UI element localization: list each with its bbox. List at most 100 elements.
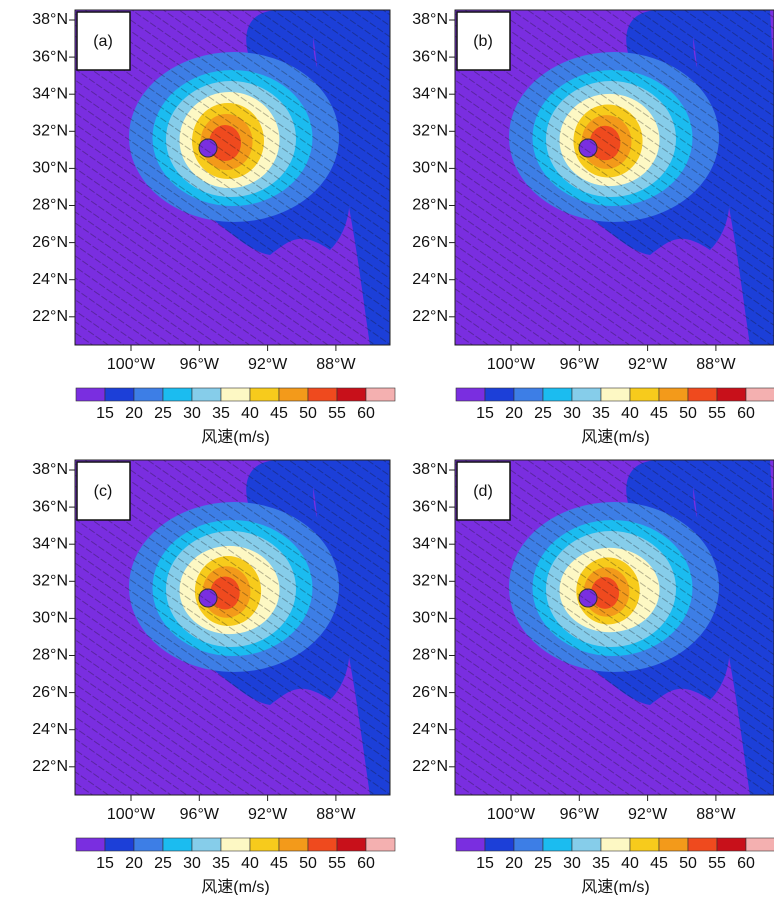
colorbar-box bbox=[629, 387, 660, 402]
colorbar-tick-label: 45 bbox=[270, 855, 288, 872]
lat-tick-label: 26°N bbox=[32, 684, 68, 701]
colorbar-box bbox=[716, 837, 747, 852]
lon-tick-label: 92°W bbox=[248, 806, 288, 823]
colorbar-box bbox=[307, 387, 338, 402]
colorbar-tick-label: 40 bbox=[621, 405, 639, 422]
colorbar-box bbox=[600, 387, 631, 402]
colorbar-box bbox=[513, 837, 544, 852]
lat-tick-label: 26°N bbox=[32, 234, 68, 251]
colorbar-tick-label: 15 bbox=[96, 405, 114, 422]
lat-tick-label: 24°N bbox=[412, 721, 448, 738]
lat-tick-label: 36°N bbox=[32, 498, 68, 515]
colorbar-tick-label: 20 bbox=[505, 855, 523, 872]
lat-tick-label: 22°N bbox=[32, 308, 68, 325]
lat-tick-label: 28°N bbox=[412, 647, 448, 664]
colorbar-tick-label: 30 bbox=[563, 855, 581, 872]
panel-label: (b) bbox=[473, 33, 493, 50]
lat-tick-label: 34°N bbox=[412, 535, 448, 552]
colorbar-box bbox=[249, 837, 280, 852]
lat-tick-label: 24°N bbox=[32, 271, 68, 288]
colorbar-box bbox=[455, 837, 486, 852]
colorbar-tick-label: 50 bbox=[299, 855, 317, 872]
colorbar-box bbox=[542, 837, 573, 852]
map-panel: (c) 38°N 36°N 34°N 32°N 30°N 28°N 26°N 24°N 22°N 1… bbox=[32, 459, 396, 896]
colorbar-box bbox=[278, 387, 309, 402]
lat-tick-label: 38°N bbox=[412, 461, 448, 478]
colorbar-label: 风速(m/s) bbox=[581, 878, 649, 895]
lat-tick-label: 36°N bbox=[412, 498, 448, 515]
lon-tick-label: 100°W bbox=[107, 356, 156, 373]
lon-tick-label: 100°W bbox=[487, 356, 536, 373]
colorbar-tick-label: 55 bbox=[328, 405, 346, 422]
lat-tick-label: 24°N bbox=[412, 271, 448, 288]
lat-tick-label: 34°N bbox=[412, 85, 448, 102]
colorbar-box bbox=[278, 837, 309, 852]
colorbar-tick-label: 25 bbox=[534, 405, 552, 422]
colorbar-box bbox=[365, 837, 396, 852]
lat-tick-label: 28°N bbox=[32, 197, 68, 214]
colorbar-tick-label: 60 bbox=[357, 855, 375, 872]
colorbar-box bbox=[687, 387, 718, 402]
colorbar-box bbox=[365, 387, 396, 402]
colorbar-box bbox=[542, 387, 573, 402]
lat-tick-label: 30°N bbox=[412, 610, 448, 627]
lon-tick-label: 92°W bbox=[628, 806, 668, 823]
colorbar-box bbox=[336, 387, 367, 402]
lat-tick-label: 34°N bbox=[32, 85, 68, 102]
map-frame bbox=[74, 459, 391, 796]
lat-tick-label: 22°N bbox=[32, 758, 68, 775]
colorbar-box bbox=[687, 837, 718, 852]
colorbar-box bbox=[513, 387, 544, 402]
lat-tick-label: 24°N bbox=[32, 721, 68, 738]
lat-tick-label: 36°N bbox=[32, 48, 68, 65]
colorbar-box bbox=[133, 837, 164, 852]
panel-label-box bbox=[76, 461, 131, 521]
colorbar-tick-label: 15 bbox=[476, 855, 494, 872]
colorbar-box bbox=[484, 837, 515, 852]
colorbar-tick-label: 40 bbox=[621, 855, 639, 872]
colorbar-box bbox=[162, 837, 193, 852]
lon-tick-label: 96°W bbox=[180, 806, 220, 823]
colorbar-label: 风速(m/s) bbox=[201, 878, 269, 895]
panel-label: (a) bbox=[93, 33, 113, 50]
colorbar-box bbox=[249, 387, 280, 402]
colorbar-box bbox=[600, 837, 631, 852]
colorbar-box bbox=[658, 837, 689, 852]
colorbar-tick-label: 20 bbox=[505, 405, 523, 422]
colorbar-box bbox=[571, 837, 602, 852]
colorbar-box bbox=[629, 837, 660, 852]
colorbar-box bbox=[716, 387, 747, 402]
map-frame bbox=[454, 459, 774, 796]
colorbar-box bbox=[75, 837, 106, 852]
colorbar-box bbox=[104, 387, 135, 402]
colorbar-tick-label: 45 bbox=[650, 855, 668, 872]
colorbar-tick-label: 60 bbox=[737, 855, 755, 872]
colorbar-tick-label: 55 bbox=[708, 405, 726, 422]
map-panel: (d) 38°N 36°N 34°N 32°N 30°N 28°N 26°N 24°N 22°N 1… bbox=[412, 459, 774, 896]
colorbar-tick-label: 55 bbox=[328, 855, 346, 872]
colorbar-box bbox=[220, 387, 251, 402]
colorbar-tick-label: 35 bbox=[592, 405, 610, 422]
panel-label: (c) bbox=[94, 483, 113, 500]
colorbar-tick-label: 40 bbox=[241, 855, 259, 872]
lat-tick-label: 32°N bbox=[412, 573, 448, 590]
colorbar-tick-label: 35 bbox=[212, 405, 230, 422]
colorbar-tick-label: 30 bbox=[183, 405, 201, 422]
colorbar-box bbox=[307, 837, 338, 852]
lat-tick-label: 34°N bbox=[32, 535, 68, 552]
colorbar-label: 风速(m/s) bbox=[581, 428, 649, 446]
colorbar-box bbox=[336, 837, 367, 852]
colorbar-tick-label: 20 bbox=[125, 405, 143, 422]
colorbar-box bbox=[571, 387, 602, 402]
colorbar-tick-label: 50 bbox=[299, 405, 317, 422]
lat-tick-label: 22°N bbox=[412, 758, 448, 775]
colorbar-label: 风速(m/s) bbox=[201, 428, 269, 446]
colorbar-tick-label: 40 bbox=[241, 405, 259, 422]
colorbar-tick-label: 30 bbox=[183, 855, 201, 872]
colorbar-box bbox=[191, 387, 222, 402]
colorbar-tick-label: 55 bbox=[708, 855, 726, 872]
lon-tick-label: 92°W bbox=[248, 356, 288, 373]
colorbar-tick-label: 30 bbox=[563, 405, 581, 422]
wind-field bbox=[455, 460, 774, 795]
